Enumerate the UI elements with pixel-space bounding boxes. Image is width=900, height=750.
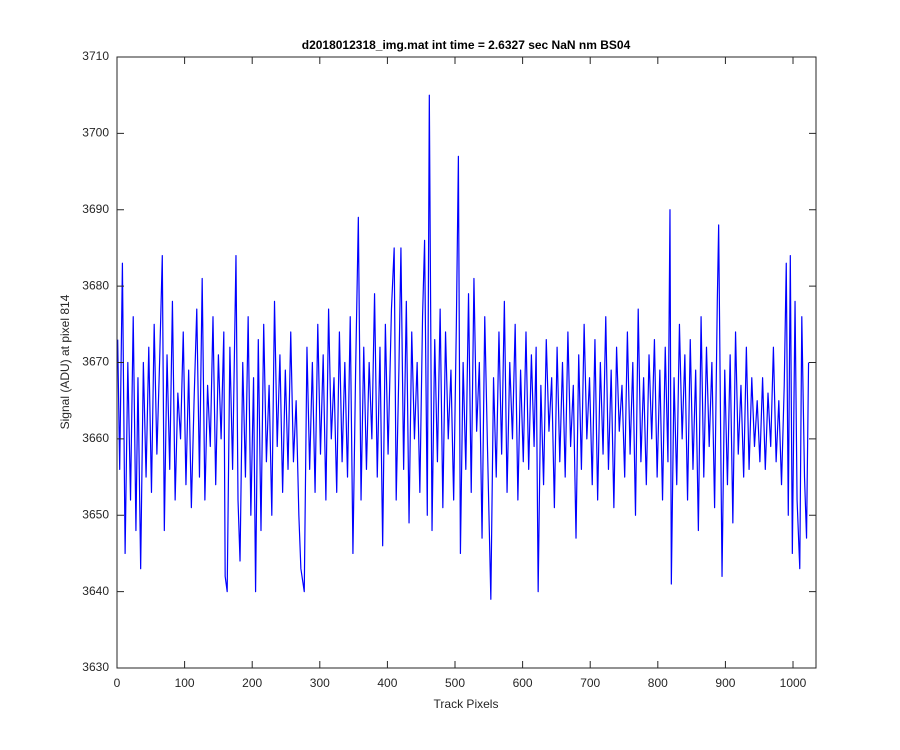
x-tick-label: 200 [242, 676, 262, 690]
x-tick-label: 1000 [780, 676, 807, 690]
plot-layer [117, 94, 810, 600]
x-tick-label: 500 [445, 676, 465, 690]
y-tick-label: 3630 [82, 660, 109, 674]
x-tick-label: 800 [648, 676, 668, 690]
x-axis-label: Track Pixels [434, 697, 499, 711]
plot-area [117, 57, 816, 668]
x-tick-label: 100 [175, 676, 195, 690]
y-tick-label: 3650 [82, 507, 109, 521]
x-tick-label: 300 [310, 676, 330, 690]
x-tick-label: 400 [377, 676, 397, 690]
y-tick-label: 3710 [82, 49, 109, 63]
chart-title: d2018012318_img.mat int time = 2.6327 se… [302, 38, 631, 52]
y-tick-label: 3690 [82, 202, 109, 216]
x-tick-label: 0 [114, 676, 121, 690]
y-axis-label: Signal (ADU) at pixel 814 [58, 294, 72, 429]
x-tick-label: 900 [715, 676, 735, 690]
y-tick-label: 3680 [82, 278, 109, 292]
y-tick-label: 3660 [82, 431, 109, 445]
y-tick-label: 3640 [82, 584, 109, 598]
x-tick-label: 700 [580, 676, 600, 690]
y-tick-label: 3700 [82, 126, 109, 140]
x-tick-label: 600 [513, 676, 533, 690]
data-line [117, 94, 810, 600]
y-tick-label: 3670 [82, 355, 109, 369]
